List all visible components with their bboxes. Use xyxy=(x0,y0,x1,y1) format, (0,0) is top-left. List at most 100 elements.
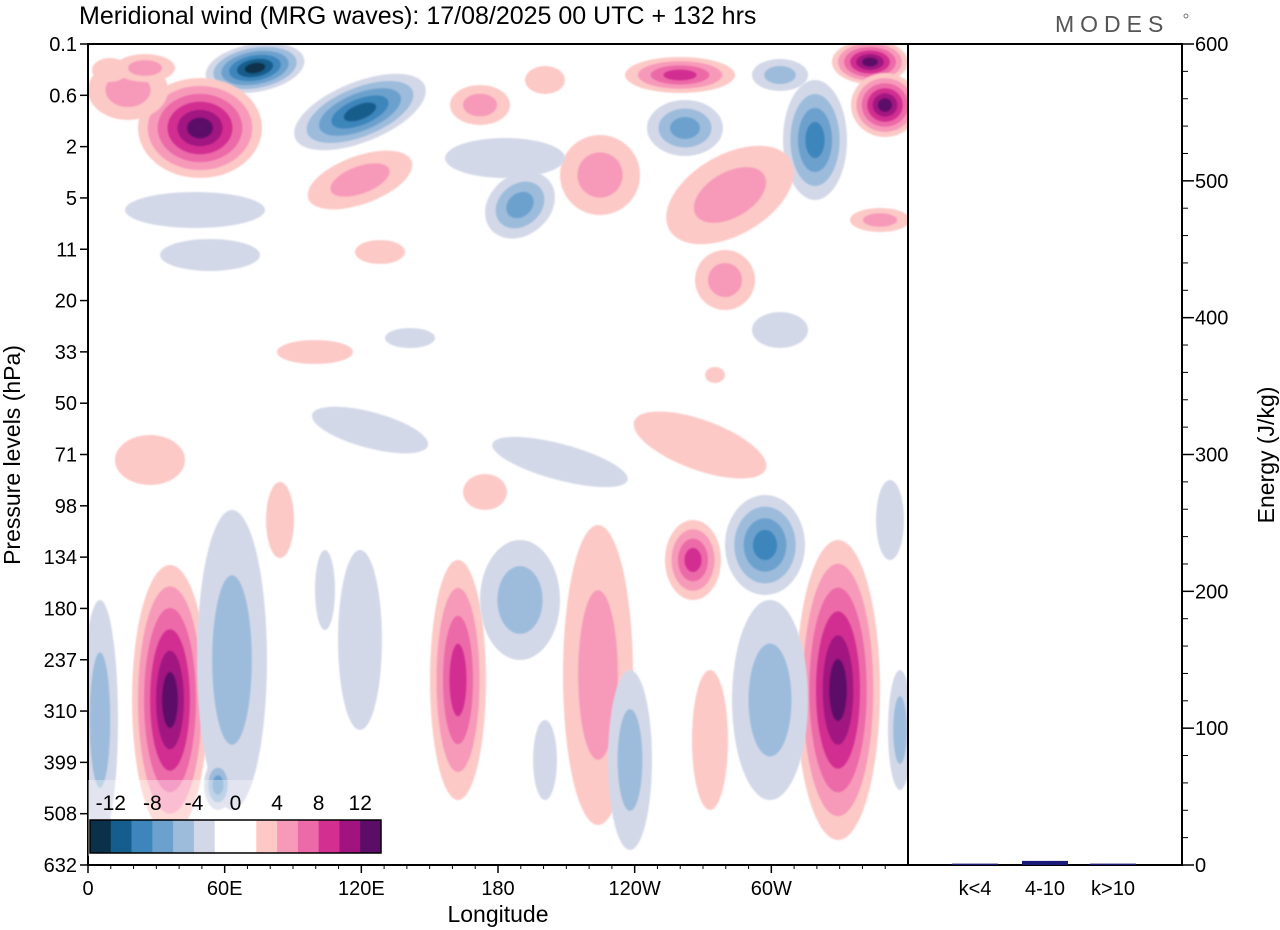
energy-x-axis-ticks: k<4 4-10 k>10 xyxy=(959,878,1135,900)
y-tick-label: 33 xyxy=(55,342,77,364)
colorbar-swatch xyxy=(256,820,278,853)
contour-band xyxy=(533,720,557,800)
colorbar-label: 8 xyxy=(313,792,325,815)
contour-band xyxy=(578,590,618,760)
contour-band xyxy=(449,643,467,717)
y-tick-label: 2 xyxy=(66,137,77,159)
colorbar-label: 0 xyxy=(230,792,242,815)
colorbar-swatch xyxy=(173,820,195,853)
contour-band xyxy=(128,60,162,76)
y-tick-label: 632 xyxy=(44,855,77,877)
energy-y-tick-label: 400 xyxy=(1195,308,1228,330)
colorbar-swatch xyxy=(297,820,319,853)
energy-y-tick-label: 500 xyxy=(1195,171,1228,193)
energy-x-tick-label: k>10 xyxy=(1091,878,1135,900)
contour-band xyxy=(315,550,335,630)
energy-y-tick-label: 300 xyxy=(1195,445,1228,467)
contour-band xyxy=(862,57,878,67)
y-axis-ticks: 0.1 0.6 2 5 11 20 33 50 71 98 134 180 237 310 399 508 63… xyxy=(44,34,88,877)
x-tick-label: 60W xyxy=(751,878,792,900)
contour-band xyxy=(212,575,252,745)
colorbar-swatch xyxy=(339,820,361,853)
contour-band xyxy=(330,163,390,197)
contour-band xyxy=(160,239,260,271)
y-tick-label: 50 xyxy=(55,393,77,415)
colorbar-swatch xyxy=(193,820,216,853)
colorbar-swatch xyxy=(235,820,257,853)
x-tick-label: 0 xyxy=(82,878,93,900)
y-tick-label: 399 xyxy=(44,752,77,774)
y-tick-label: 237 xyxy=(44,650,77,672)
energy-plot-frame xyxy=(907,43,1183,866)
contour-band xyxy=(829,659,847,721)
contour-band xyxy=(266,482,294,558)
energy-y-tick-label: 100 xyxy=(1195,718,1228,740)
contour-band xyxy=(343,102,377,122)
contour-band xyxy=(463,474,507,510)
contour-band xyxy=(506,191,534,219)
contour-band xyxy=(463,93,497,117)
contour-band xyxy=(878,98,892,112)
contour-band xyxy=(708,263,742,297)
y-tick-label: 98 xyxy=(55,496,77,518)
contour-band xyxy=(115,435,185,485)
contour-band xyxy=(805,121,825,159)
colorbar: -12 -8 -4 0 4 8 12 xyxy=(88,780,384,856)
colorbar-label: -4 xyxy=(185,792,204,815)
x-tick-label: 60E xyxy=(207,878,243,900)
contour-band xyxy=(187,117,213,139)
y-tick-label: 508 xyxy=(44,804,77,826)
colorbar-swatch xyxy=(277,820,299,853)
x-axis-label: Longitude xyxy=(447,901,548,927)
colorbar-swatch xyxy=(214,820,236,853)
energy-bar xyxy=(952,863,998,865)
contour-band xyxy=(633,411,767,479)
colorbar-label: 12 xyxy=(349,792,372,815)
y-tick-label: 180 xyxy=(44,598,77,620)
y-tick-label: 0.1 xyxy=(49,34,77,56)
contour-band xyxy=(385,328,435,348)
hovmoller-plot xyxy=(87,43,909,866)
contour-band xyxy=(748,643,792,757)
contour-band xyxy=(670,117,700,139)
contour-band xyxy=(212,775,224,795)
contour-band xyxy=(89,652,111,788)
colorbar-label: -12 xyxy=(96,792,126,815)
contour-band xyxy=(764,66,796,84)
contour-band xyxy=(684,547,702,573)
contour-band xyxy=(893,696,907,764)
colorbar-label: -8 xyxy=(143,792,162,815)
contour-band xyxy=(355,240,405,264)
contour-band xyxy=(617,709,643,811)
energy-y-tick-label: 0 xyxy=(1195,855,1206,877)
colorbar-swatch xyxy=(318,820,340,853)
contour-band xyxy=(863,213,897,227)
contour-band xyxy=(752,312,808,348)
modes-logo: MODES xyxy=(1055,11,1169,37)
x-tick-label: 120W xyxy=(609,878,661,900)
energy-bars xyxy=(952,860,1136,865)
x-tick-label: 120E xyxy=(338,878,385,900)
y-tick-label: 5 xyxy=(66,188,77,210)
contour-band xyxy=(162,672,178,728)
contour-band xyxy=(525,66,565,94)
contour-band xyxy=(125,192,265,228)
colorbar-label: 4 xyxy=(271,792,283,815)
contour-band xyxy=(577,152,623,198)
y-tick-label: 71 xyxy=(55,445,77,467)
energy-bar-chart: 0 100 200 300 400 500 600 k<4 4-10 k>10 Energy (… xyxy=(907,34,1279,900)
contour-fields xyxy=(88,44,908,850)
x-axis-ticks: 0 60E 120E 180 120W 60W xyxy=(82,865,886,900)
contour-band xyxy=(663,69,697,81)
y-tick-label: 0.6 xyxy=(49,85,77,107)
contour-band xyxy=(693,167,767,223)
contour-band xyxy=(492,436,628,488)
y-tick-label: 20 xyxy=(55,291,77,313)
energy-y-axis-label: Energy (J/kg) xyxy=(1253,387,1279,524)
contour-band xyxy=(876,480,904,560)
colorbar-swatch xyxy=(360,820,382,853)
x-tick-label: 180 xyxy=(481,878,514,900)
contour-band xyxy=(497,566,543,634)
y-tick-label: 310 xyxy=(44,701,77,723)
